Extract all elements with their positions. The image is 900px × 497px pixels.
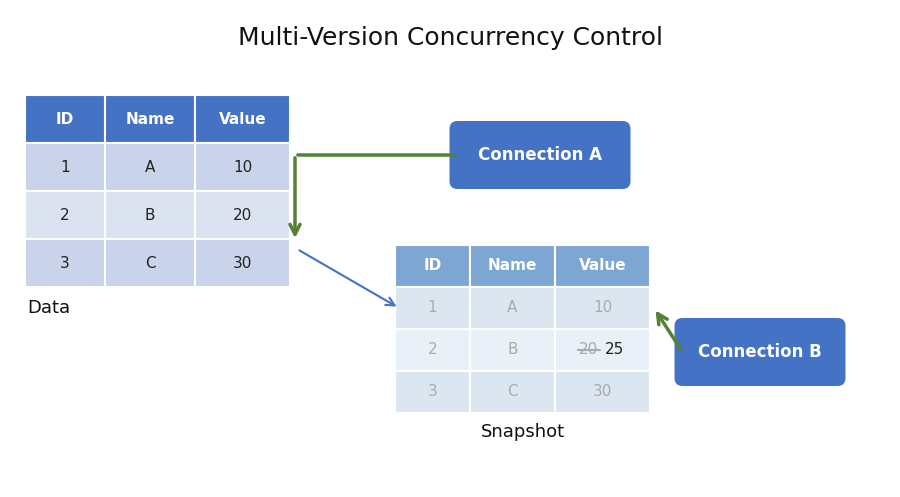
FancyBboxPatch shape bbox=[105, 239, 195, 287]
FancyBboxPatch shape bbox=[470, 329, 555, 371]
FancyBboxPatch shape bbox=[449, 121, 631, 189]
FancyBboxPatch shape bbox=[470, 287, 555, 329]
FancyBboxPatch shape bbox=[470, 371, 555, 413]
Text: 2: 2 bbox=[428, 342, 437, 357]
FancyBboxPatch shape bbox=[25, 95, 105, 143]
FancyBboxPatch shape bbox=[195, 95, 290, 143]
Text: A: A bbox=[508, 301, 518, 316]
Text: 1: 1 bbox=[60, 160, 70, 174]
FancyBboxPatch shape bbox=[470, 245, 555, 287]
Text: Snapshot: Snapshot bbox=[481, 423, 564, 441]
Text: C: C bbox=[508, 385, 518, 400]
FancyBboxPatch shape bbox=[555, 287, 650, 329]
FancyBboxPatch shape bbox=[25, 143, 105, 191]
Text: 30: 30 bbox=[233, 255, 252, 270]
Text: 20: 20 bbox=[579, 342, 599, 357]
Text: Connection B: Connection B bbox=[698, 343, 822, 361]
FancyBboxPatch shape bbox=[395, 287, 470, 329]
Text: Multi-Version Concurrency Control: Multi-Version Concurrency Control bbox=[238, 26, 662, 50]
FancyBboxPatch shape bbox=[105, 191, 195, 239]
Text: B: B bbox=[508, 342, 518, 357]
Text: 10: 10 bbox=[593, 301, 612, 316]
FancyBboxPatch shape bbox=[25, 191, 105, 239]
Text: ID: ID bbox=[56, 111, 74, 127]
FancyBboxPatch shape bbox=[555, 371, 650, 413]
Text: A: A bbox=[145, 160, 155, 174]
Text: Connection A: Connection A bbox=[478, 146, 602, 164]
FancyBboxPatch shape bbox=[555, 245, 650, 287]
Text: 20: 20 bbox=[233, 208, 252, 223]
Text: 3: 3 bbox=[428, 385, 437, 400]
FancyBboxPatch shape bbox=[395, 245, 470, 287]
FancyBboxPatch shape bbox=[195, 191, 290, 239]
FancyBboxPatch shape bbox=[195, 143, 290, 191]
Text: 25: 25 bbox=[605, 342, 624, 357]
FancyBboxPatch shape bbox=[25, 239, 105, 287]
Text: C: C bbox=[145, 255, 156, 270]
Text: 1: 1 bbox=[428, 301, 437, 316]
FancyBboxPatch shape bbox=[105, 95, 195, 143]
Text: ID: ID bbox=[423, 258, 442, 273]
FancyBboxPatch shape bbox=[555, 329, 650, 371]
FancyBboxPatch shape bbox=[674, 318, 845, 386]
Text: 30: 30 bbox=[593, 385, 612, 400]
Text: 3: 3 bbox=[60, 255, 70, 270]
FancyBboxPatch shape bbox=[105, 143, 195, 191]
Text: Name: Name bbox=[125, 111, 175, 127]
Text: B: B bbox=[145, 208, 155, 223]
FancyBboxPatch shape bbox=[395, 329, 470, 371]
Text: 10: 10 bbox=[233, 160, 252, 174]
Text: 2: 2 bbox=[60, 208, 70, 223]
Text: Value: Value bbox=[219, 111, 266, 127]
Text: Data: Data bbox=[27, 299, 70, 317]
Text: Name: Name bbox=[488, 258, 537, 273]
Text: Value: Value bbox=[579, 258, 626, 273]
FancyBboxPatch shape bbox=[395, 371, 470, 413]
FancyBboxPatch shape bbox=[195, 239, 290, 287]
